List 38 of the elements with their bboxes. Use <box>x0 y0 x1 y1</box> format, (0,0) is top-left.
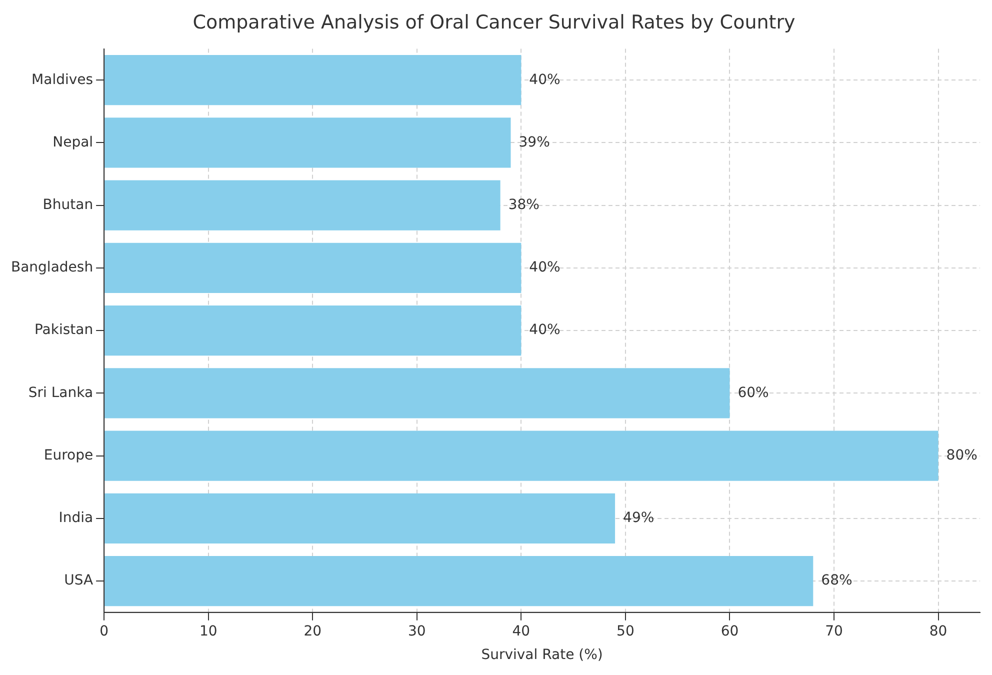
bar <box>104 55 522 106</box>
bar <box>104 306 522 356</box>
x-tick-label: 50 <box>616 623 634 640</box>
x-tick-label: 70 <box>825 623 843 640</box>
data-label: 80% <box>946 447 978 464</box>
y-tick-label: Sri Lanka <box>28 384 94 401</box>
data-label: 40% <box>529 72 560 88</box>
data-label: 40% <box>529 260 560 276</box>
chart-title: Comparative Analysis of Oral Cancer Survival Rates by Country <box>192 11 796 34</box>
y-tick-label: Europe <box>44 447 94 464</box>
y-tick-label: Bangladesh <box>10 260 94 276</box>
y-tick-label: Pakistan <box>34 322 94 338</box>
data-label: 68% <box>821 572 852 589</box>
y-tick-label: USA <box>64 572 94 589</box>
bar <box>104 556 814 606</box>
bar <box>104 493 616 544</box>
bar <box>104 242 522 294</box>
x-tick-label: 30 <box>408 623 426 640</box>
y-tick-label: India <box>58 510 94 526</box>
y-tick-label: Maldives <box>32 72 94 88</box>
bar <box>104 430 938 481</box>
bar <box>104 368 730 418</box>
x-tick-label: 40 <box>512 623 530 640</box>
data-label: 60% <box>738 384 769 401</box>
data-label: 38% <box>508 196 540 213</box>
bar <box>104 180 500 230</box>
x-tick-label: 20 <box>304 623 322 640</box>
x-tick-label: 10 <box>199 623 218 640</box>
data-label: 39% <box>518 134 550 150</box>
data-label: 49% <box>623 510 654 526</box>
x-tick-label: 80 <box>929 623 948 640</box>
x-tick-label: 60 <box>720 623 739 640</box>
x-tick-label: 0 <box>100 623 109 640</box>
bar <box>104 118 511 168</box>
data-label: 40% <box>529 322 560 338</box>
x-axis-title: Survival Rate (%) <box>481 647 603 664</box>
y-tick-label: Bhutan <box>42 196 94 213</box>
y-tick-label: Nepal <box>52 134 94 150</box>
